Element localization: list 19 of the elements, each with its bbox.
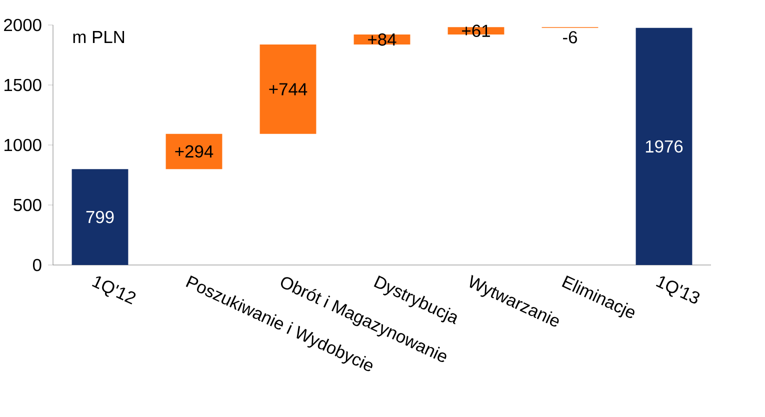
bar xyxy=(260,44,316,134)
x-tick-label: 1Q'13 xyxy=(656,276,700,304)
bar xyxy=(636,28,692,265)
y-tick-label: 1500 xyxy=(4,78,42,92)
annotation: m PLN xyxy=(73,31,124,43)
y-tick-label: 500 xyxy=(14,198,42,212)
y-tick-label: 1000 xyxy=(4,138,42,152)
y-tick-label: 0 xyxy=(32,258,42,272)
x-tick-label: 1Q'12 xyxy=(92,276,136,304)
data-label: -6 xyxy=(563,31,577,44)
data-label: 799 xyxy=(86,210,114,224)
data-label: +84 xyxy=(368,33,396,46)
data-label: +744 xyxy=(269,83,308,96)
data-label: 1976 xyxy=(646,140,683,153)
data-label: +294 xyxy=(175,145,214,158)
data-label: +61 xyxy=(462,24,490,37)
y-tick-label: 2000 xyxy=(4,18,42,32)
bar xyxy=(166,134,222,170)
bar xyxy=(72,169,128,265)
